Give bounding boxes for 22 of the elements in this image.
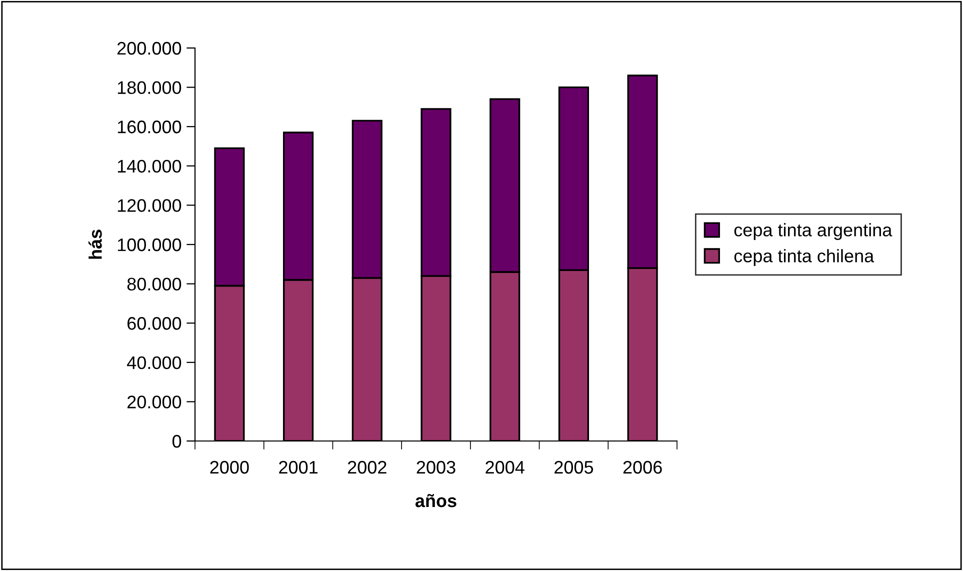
y-tick-label: 200.000 bbox=[117, 42, 182, 55]
y-tick-label: 100.000 bbox=[118, 238, 182, 252]
y-tick-label: 140.000 bbox=[118, 160, 182, 173]
x-tick-label: 2001 bbox=[279, 460, 318, 474]
y-tick-label: 0 bbox=[172, 434, 182, 448]
x-tick-label: 2003 bbox=[416, 460, 456, 474]
y-tick-label: 80.000 bbox=[127, 278, 182, 291]
x-axis-title: años bbox=[415, 494, 456, 508]
x-tick-label: 2006 bbox=[623, 460, 662, 474]
y-tick-label: 160.000 bbox=[118, 120, 182, 134]
x-tick-label: 2002 bbox=[348, 460, 386, 474]
y-tick-label: 180.000 bbox=[118, 81, 182, 94]
x-tick-label: 2004 bbox=[486, 460, 524, 474]
y-tick-label: 20.000 bbox=[127, 396, 182, 408]
y-tick-label: 40.000 bbox=[127, 356, 182, 370]
y-tick-label: 120.000 bbox=[118, 199, 182, 212]
legend-label: cepa tinta argentina bbox=[734, 223, 892, 240]
y-tick-label: 60.000 bbox=[128, 317, 182, 330]
x-tick-label: 2005 bbox=[554, 460, 594, 474]
y-axis-title: hás bbox=[88, 230, 102, 259]
x-tick-label: 2000 bbox=[210, 460, 249, 474]
legend-label: cepa tinta chilena bbox=[734, 249, 874, 266]
